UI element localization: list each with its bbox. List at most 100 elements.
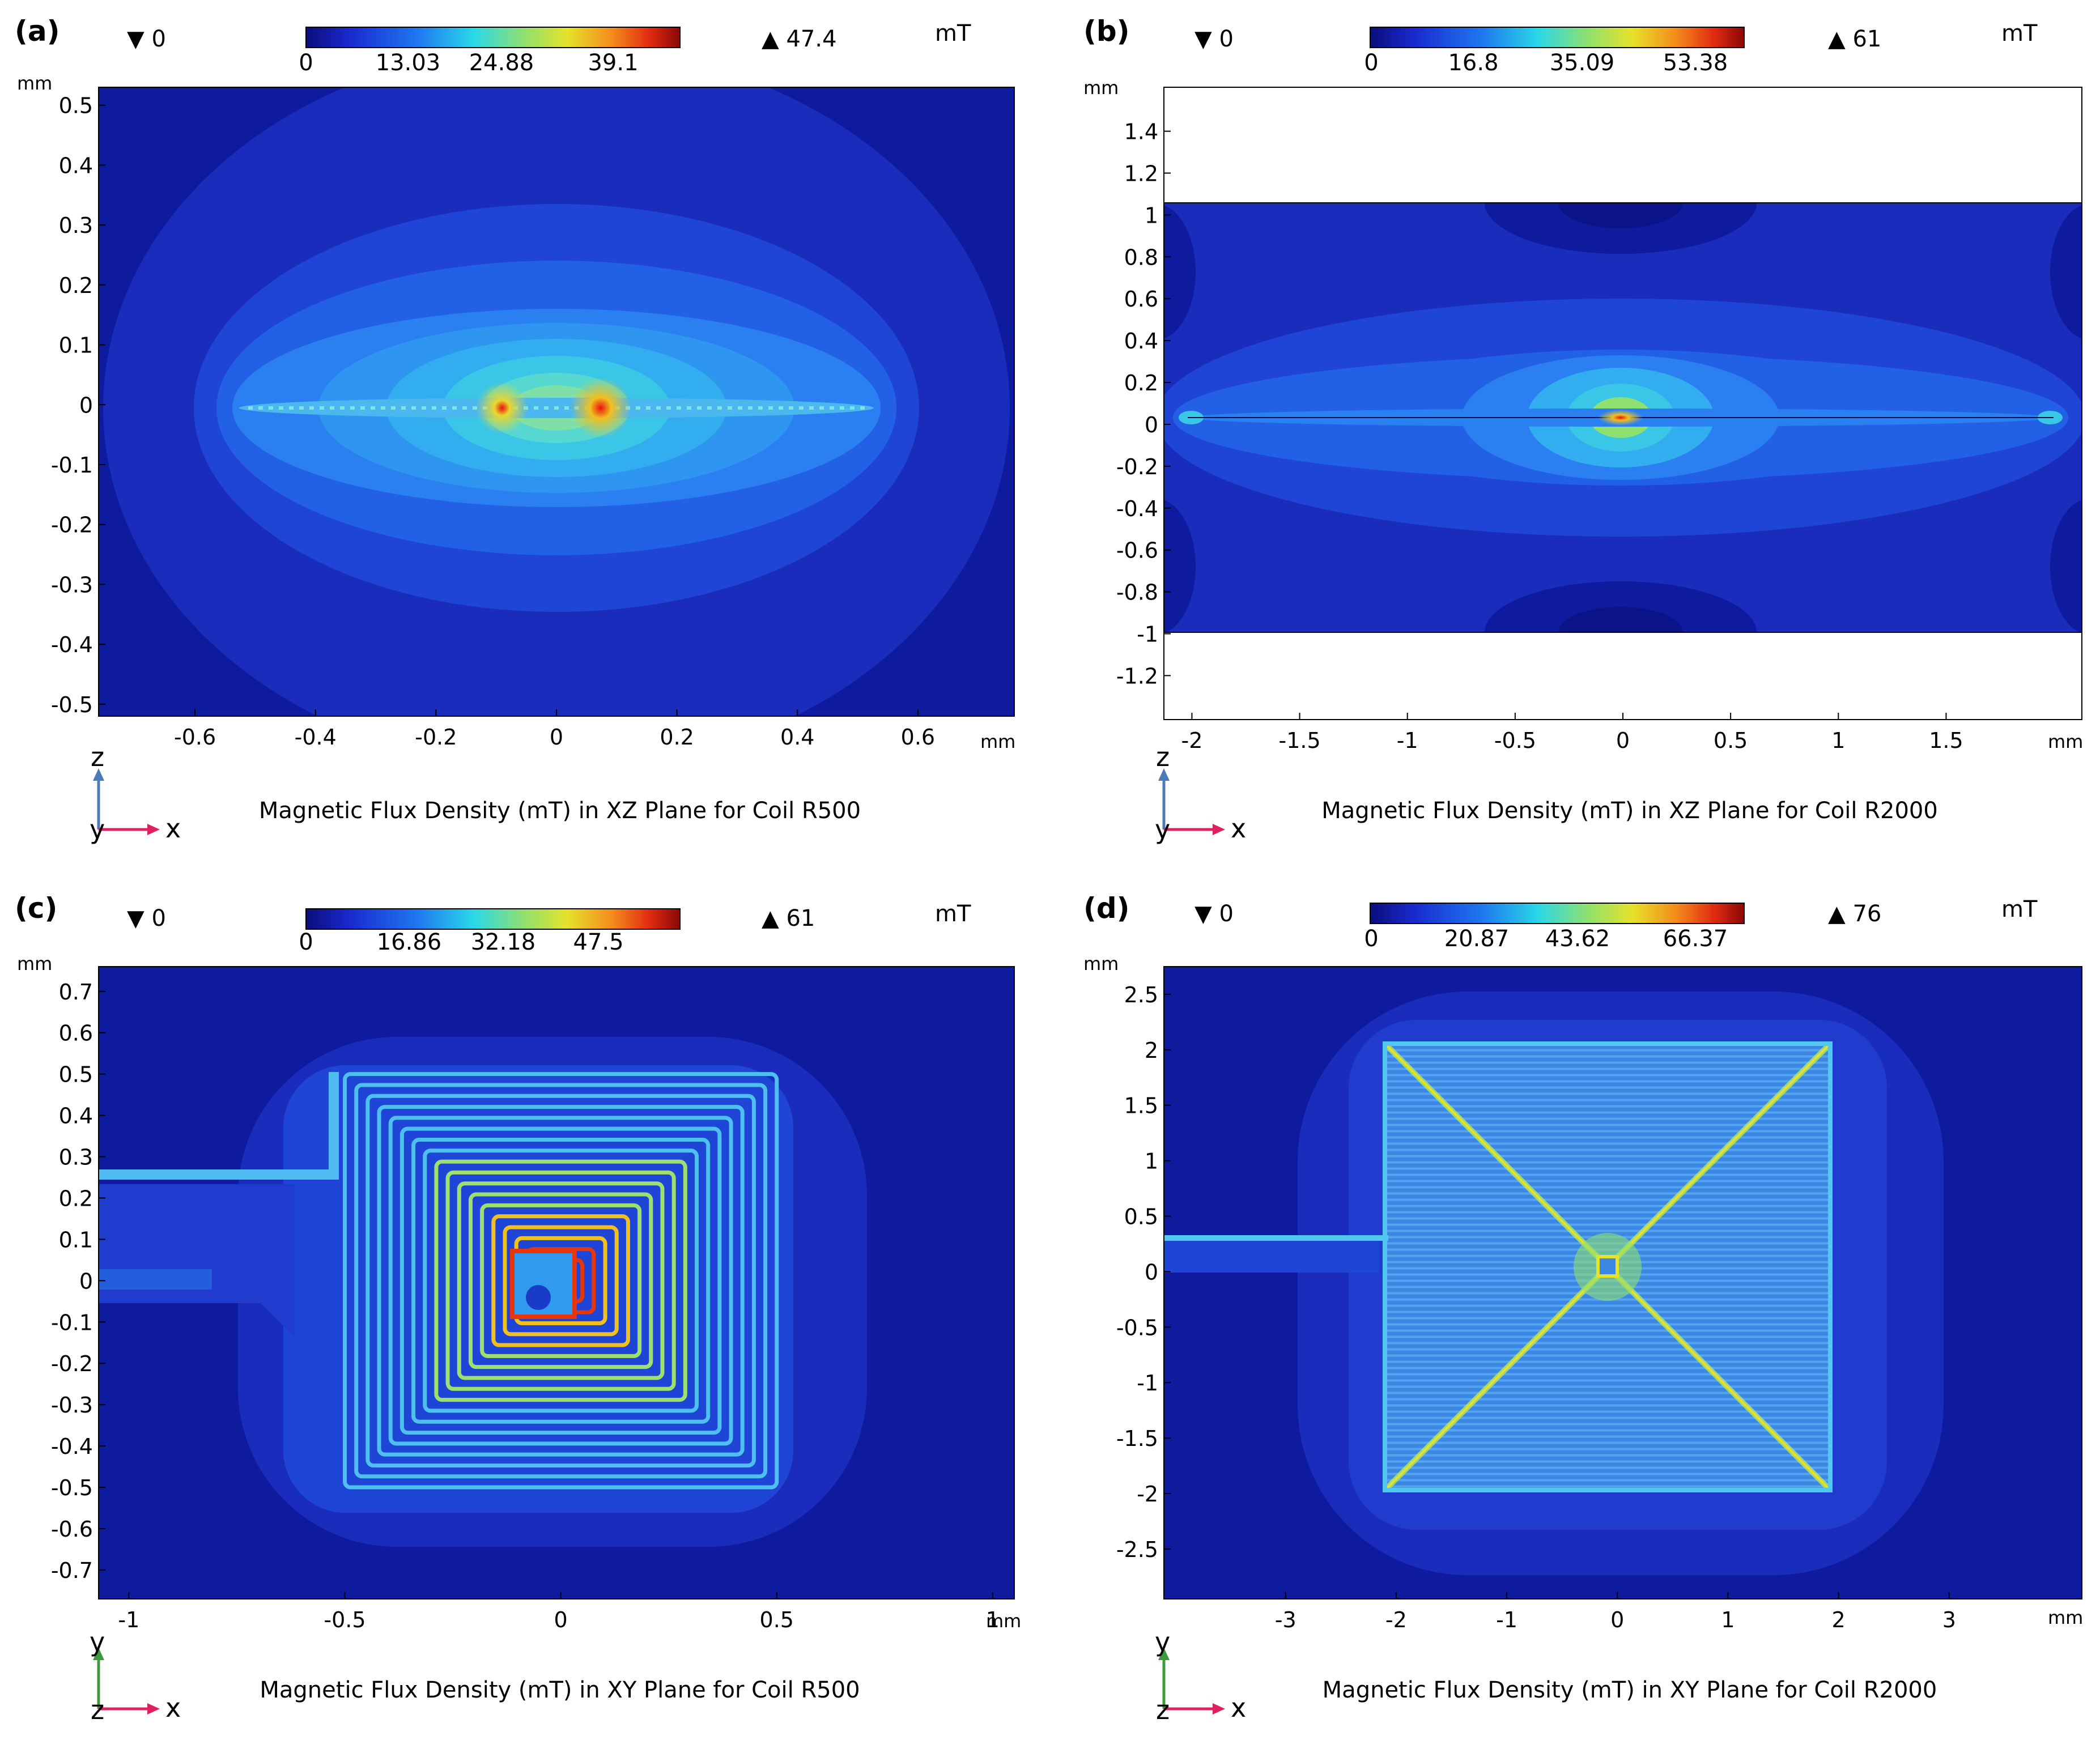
coil-turn — [423, 1148, 699, 1413]
colorbar-unit: mT — [935, 901, 971, 927]
axes: -3 -2 -1 0 1 2 3 2.5 2 1.5 1 0.5 0 -0.5 -1 -1.5 -2 -2.5 — [1116, 982, 1956, 1632]
y-tick-label: -0.4 — [51, 632, 93, 657]
y-tick-label: 1 — [1145, 1149, 1158, 1174]
coil-turn — [480, 1203, 642, 1358]
colorbar-max-marker: ▲ 61 — [1828, 26, 1881, 52]
colorbar-max-marker: ▲ 76 — [1828, 901, 1881, 927]
y-tick-label: -0.4 — [1116, 496, 1158, 521]
colorbar-tick-label: 0 — [299, 50, 313, 76]
field-plot — [99, 87, 1014, 716]
plot-frame — [98, 966, 1015, 1599]
y-tick-label: 0.4 — [59, 1104, 93, 1129]
panel-caption: Magnetic Flux Density (mT) in XZ Plane f… — [259, 798, 861, 824]
y-tick-label: 0.1 — [59, 1227, 93, 1252]
triad-normal-label: z — [1156, 1695, 1170, 1725]
colorbar-tick-labels: 0 13.03 24.88 39.1 — [299, 50, 638, 76]
y-axis-unit: mm — [1083, 953, 1119, 975]
colorbar-tick-label: 66.37 — [1663, 926, 1728, 952]
y-tick-label: -0.6 — [1116, 538, 1158, 563]
coil-turn — [388, 1116, 733, 1446]
colorbar-tick-labels: 0 20.87 43.62 66.37 — [1364, 926, 1728, 952]
colorbar-tick-label: 0 — [299, 929, 313, 955]
x-tick-label: 0 — [1616, 728, 1630, 753]
y-tick-label: 1.5 — [1124, 1094, 1158, 1118]
x-tick-label: 3 — [1942, 1607, 1956, 1632]
triad-x-label: x — [1231, 1692, 1246, 1723]
colorbar-tick-label: 53.38 — [1663, 50, 1728, 76]
colorbar-tick-label: 35.09 — [1550, 50, 1615, 76]
y-tick-label: -0.5 — [51, 1475, 93, 1500]
panel-c: (c) ▼ 0 0 16.86 32.18 47.5 ▲ 61 mT -1 -0.… — [15, 892, 1021, 1725]
colorbar-unit: mT — [2001, 896, 2038, 922]
colorbar-unit: mT — [935, 20, 971, 46]
y-tick-label: 1.2 — [1124, 161, 1158, 186]
x-tick-label: 1 — [986, 1607, 1000, 1632]
x-tick-label: -1.5 — [1278, 728, 1320, 753]
y-tick-label: -0.8 — [1116, 580, 1158, 605]
colorbar-min-marker: ▼ 0 — [1194, 901, 1234, 927]
triad-x-label: x — [1231, 813, 1246, 844]
x-tick-label: -0.2 — [415, 725, 457, 750]
colorbar-tick-label: 39.1 — [588, 50, 638, 76]
y-tick-label: -1.2 — [1116, 663, 1158, 688]
y-tick-label: 2.5 — [1124, 982, 1158, 1007]
triad-x-head — [147, 1703, 160, 1715]
y-tick-label: 0.1 — [59, 333, 93, 358]
y-tick-label: 0.6 — [1124, 287, 1158, 312]
y-tick-label: -0.2 — [51, 1351, 93, 1376]
coil-turn — [491, 1214, 630, 1347]
triad-vertical-head — [1158, 768, 1170, 781]
triad-normal-label: y — [90, 814, 105, 845]
coil-turn — [411, 1137, 711, 1424]
y-tick-label: -2 — [1137, 1482, 1158, 1507]
colorbar-tick-label: 47.5 — [573, 929, 623, 955]
coil-turn — [354, 1083, 768, 1479]
y-tick-label: 0.4 — [59, 153, 93, 178]
axes: -0.6 -0.4 -0.2 0 0.2 0.4 0.6 0.5 0.4 0.3 0.2 0.1 0 -0… — [51, 93, 935, 750]
y-tick-label: -0.2 — [1116, 454, 1158, 479]
y-tick-label: 0 — [79, 1269, 93, 1294]
y-tick-label: 0.2 — [1124, 371, 1158, 395]
x-tick-label: 0 — [1610, 1607, 1624, 1632]
axes: -1 -0.5 0 0.5 1 0.7 0.6 0.5 0.4 0.3 0.2 0.1 0 -0.1 -0.… — [51, 980, 1000, 1632]
triad-normal-label: y — [1155, 814, 1170, 845]
x-tick-label: 0.2 — [660, 725, 694, 750]
y-tick-label: 0.2 — [59, 273, 93, 298]
y-tick-label: -0.1 — [51, 453, 93, 478]
triad-vertical-head — [93, 1648, 104, 1660]
triad-vertical-head — [93, 768, 104, 781]
y-tick-label: -0.3 — [51, 1393, 93, 1418]
colorbar-unit: mT — [2001, 20, 2038, 46]
y-tick-label: 0.5 — [59, 1062, 93, 1087]
y-tick-label: 0 — [1145, 412, 1158, 437]
x-tick-label: 1.5 — [1929, 728, 1963, 753]
panel-caption: Magnetic Flux Density (mT) in XY Plane f… — [260, 1677, 860, 1703]
y-tick-label: 0.4 — [1124, 329, 1158, 354]
triad-vertical-label: z — [91, 742, 104, 772]
coil-turn — [457, 1181, 665, 1380]
triad-vertical-label: z — [1156, 742, 1170, 772]
x-tick-label: -2 — [1385, 1607, 1407, 1632]
y-tick-label: 0.3 — [59, 213, 93, 238]
coil-turn — [399, 1126, 722, 1435]
colorbar — [1370, 903, 1745, 924]
x-tick-label: -1 — [1397, 728, 1418, 753]
x-tick-label: 0.5 — [1714, 728, 1748, 753]
y-axis-unit: mm — [17, 953, 52, 975]
panel-caption: Magnetic Flux Density (mT) in XZ Plane f… — [1321, 798, 1938, 824]
triad-x-head — [1213, 1703, 1225, 1715]
coil-turn — [503, 1225, 619, 1337]
triad-normal-label: z — [91, 1695, 104, 1725]
panel-b: (b) ▼ 0 0 16.8 35.09 53.38 ▲ 61 mT — [1083, 15, 2083, 845]
colorbar-tick-label: 16.8 — [1448, 50, 1498, 76]
coil-turn — [377, 1105, 745, 1457]
y-tick-label: -0.3 — [51, 572, 93, 597]
y-tick-label: -1 — [1137, 1371, 1158, 1396]
y-tick-label: 0.6 — [59, 1021, 93, 1046]
y-tick-label: 0 — [1145, 1260, 1158, 1284]
plot-frame — [1163, 966, 2082, 1599]
y-tick-label: 0.3 — [59, 1145, 93, 1170]
coil-turn — [468, 1192, 653, 1369]
x-tick-label: -0.5 — [324, 1607, 365, 1632]
